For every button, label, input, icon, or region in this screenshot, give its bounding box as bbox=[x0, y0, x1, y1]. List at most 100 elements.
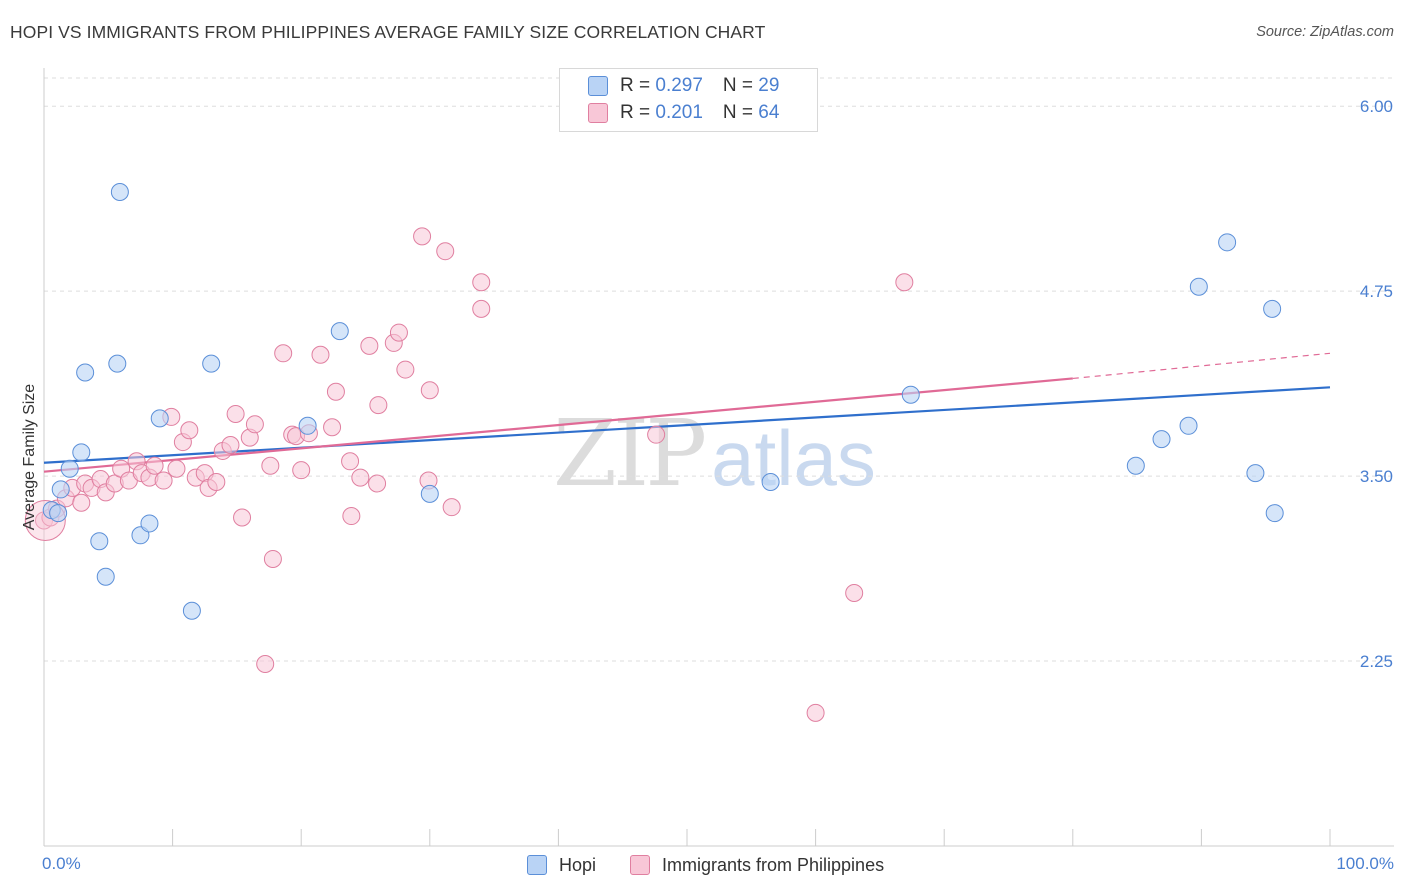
legend-text-hopi: R = 0.297 N = 29 bbox=[620, 75, 779, 97]
point-philippines bbox=[368, 474, 387, 493]
point-hopi bbox=[1179, 416, 1198, 435]
point-philippines bbox=[472, 273, 491, 292]
legend-r-label: R = bbox=[620, 102, 656, 123]
point-philippines bbox=[895, 273, 914, 292]
point-philippines bbox=[233, 508, 252, 527]
legend-n-value: 64 bbox=[758, 102, 780, 123]
point-hopi bbox=[96, 567, 115, 586]
gridlines bbox=[44, 77, 1394, 662]
point-hopi bbox=[901, 385, 920, 404]
point-philippines bbox=[326, 382, 345, 401]
point-philippines bbox=[341, 452, 360, 471]
point-hopi bbox=[108, 354, 127, 373]
bottom-legend-philippines: Immigrants from Philippines bbox=[630, 852, 884, 878]
point-hopi bbox=[298, 416, 317, 435]
point-hopi bbox=[1189, 277, 1208, 296]
y-axis-label: Average Family Size bbox=[21, 384, 38, 531]
y-tick-labels: 2.25 3.50 4.75 6.00 bbox=[1360, 97, 1393, 671]
bottom-legend-label-philippines: Immigrants from Philippines bbox=[662, 854, 885, 875]
point-hopi bbox=[140, 514, 159, 533]
bottom-legend-swatch-hopi bbox=[527, 855, 547, 875]
point-philippines bbox=[845, 583, 864, 602]
point-philippines bbox=[436, 242, 455, 261]
point-hopi bbox=[1218, 233, 1237, 252]
point-philippines bbox=[261, 456, 280, 475]
point-hopi bbox=[76, 363, 95, 382]
trend-line-philippines-extension bbox=[1072, 352, 1331, 380]
legend-r-value: 0.201 bbox=[655, 102, 703, 123]
series-philippines-points bbox=[24, 227, 914, 722]
source-label: Source: ZipAtlas.com bbox=[1256, 24, 1394, 40]
point-philippines bbox=[351, 468, 370, 487]
x-ticks bbox=[43, 829, 1331, 846]
point-hopi bbox=[761, 473, 780, 492]
bottom-legend-swatch-philippines bbox=[630, 855, 650, 875]
point-philippines bbox=[226, 404, 245, 423]
point-hopi bbox=[90, 532, 109, 551]
legend-r-value: 0.297 bbox=[655, 75, 703, 96]
point-hopi bbox=[182, 601, 201, 620]
point-philippines bbox=[263, 549, 282, 568]
point-hopi bbox=[60, 459, 79, 478]
y-tick-label: 3.50 bbox=[1360, 467, 1393, 486]
legend-n-label: N = bbox=[722, 102, 759, 123]
point-philippines bbox=[442, 498, 461, 517]
legend: R = 0.297 N = 29 R = 0.201 N = 64 bbox=[559, 68, 818, 132]
point-philippines bbox=[342, 507, 361, 526]
point-hopi bbox=[110, 183, 129, 202]
point-hopi bbox=[1246, 464, 1265, 483]
point-philippines bbox=[360, 336, 379, 355]
point-philippines bbox=[413, 227, 432, 246]
point-philippines bbox=[221, 436, 240, 455]
y-tick-label: 2.25 bbox=[1360, 652, 1393, 671]
point-philippines bbox=[167, 459, 186, 478]
point-hopi bbox=[1263, 299, 1282, 318]
point-philippines bbox=[323, 418, 342, 437]
point-hopi bbox=[1265, 504, 1284, 523]
point-philippines bbox=[472, 299, 491, 318]
bottom-legend-hopi: Hopi bbox=[527, 852, 596, 878]
point-philippines bbox=[274, 344, 293, 363]
point-hopi bbox=[1152, 430, 1171, 449]
x-tick-label-max: 100.0% bbox=[1336, 854, 1394, 873]
bottom-legend-label-hopi: Hopi bbox=[559, 854, 597, 875]
point-hopi bbox=[72, 443, 91, 462]
legend-swatch-hopi bbox=[588, 76, 608, 96]
point-philippines bbox=[311, 345, 330, 364]
point-philippines bbox=[806, 703, 825, 722]
point-philippines bbox=[369, 396, 388, 415]
point-philippines bbox=[154, 471, 173, 490]
point-philippines bbox=[180, 421, 199, 440]
point-hopi bbox=[420, 484, 439, 503]
bottom-legend: Hopi Immigrants from Philippines bbox=[0, 852, 1406, 878]
y-tick-label: 6.00 bbox=[1360, 97, 1393, 116]
point-philippines bbox=[145, 456, 164, 475]
trend-line-hopi bbox=[43, 386, 1331, 464]
point-hopi bbox=[150, 409, 169, 428]
point-philippines bbox=[245, 415, 264, 434]
point-philippines bbox=[647, 425, 666, 444]
y-tick-label: 4.75 bbox=[1360, 282, 1393, 301]
legend-swatch-philippines bbox=[588, 103, 608, 123]
chart-title: HOPI VS IMMIGRANTS FROM PHILIPPINES AVER… bbox=[10, 22, 766, 42]
point-hopi bbox=[51, 480, 70, 499]
point-philippines bbox=[389, 323, 408, 342]
point-hopi bbox=[49, 504, 68, 523]
axes bbox=[43, 68, 1394, 847]
point-philippines bbox=[420, 381, 439, 400]
legend-text-philippines: R = 0.201 N = 64 bbox=[620, 102, 779, 124]
point-philippines bbox=[396, 360, 415, 379]
point-philippines bbox=[256, 655, 275, 674]
point-philippines bbox=[72, 493, 91, 512]
point-hopi bbox=[330, 322, 349, 341]
point-philippines bbox=[292, 461, 311, 480]
point-philippines bbox=[207, 473, 226, 492]
legend-n-label: N = bbox=[722, 75, 759, 96]
x-tick-label-min: 0.0% bbox=[42, 854, 81, 873]
point-hopi bbox=[1126, 456, 1145, 475]
series-hopi-points bbox=[42, 183, 1284, 620]
legend-n-value: 29 bbox=[758, 75, 780, 96]
point-hopi bbox=[202, 354, 221, 373]
legend-r-label: R = bbox=[620, 75, 656, 96]
